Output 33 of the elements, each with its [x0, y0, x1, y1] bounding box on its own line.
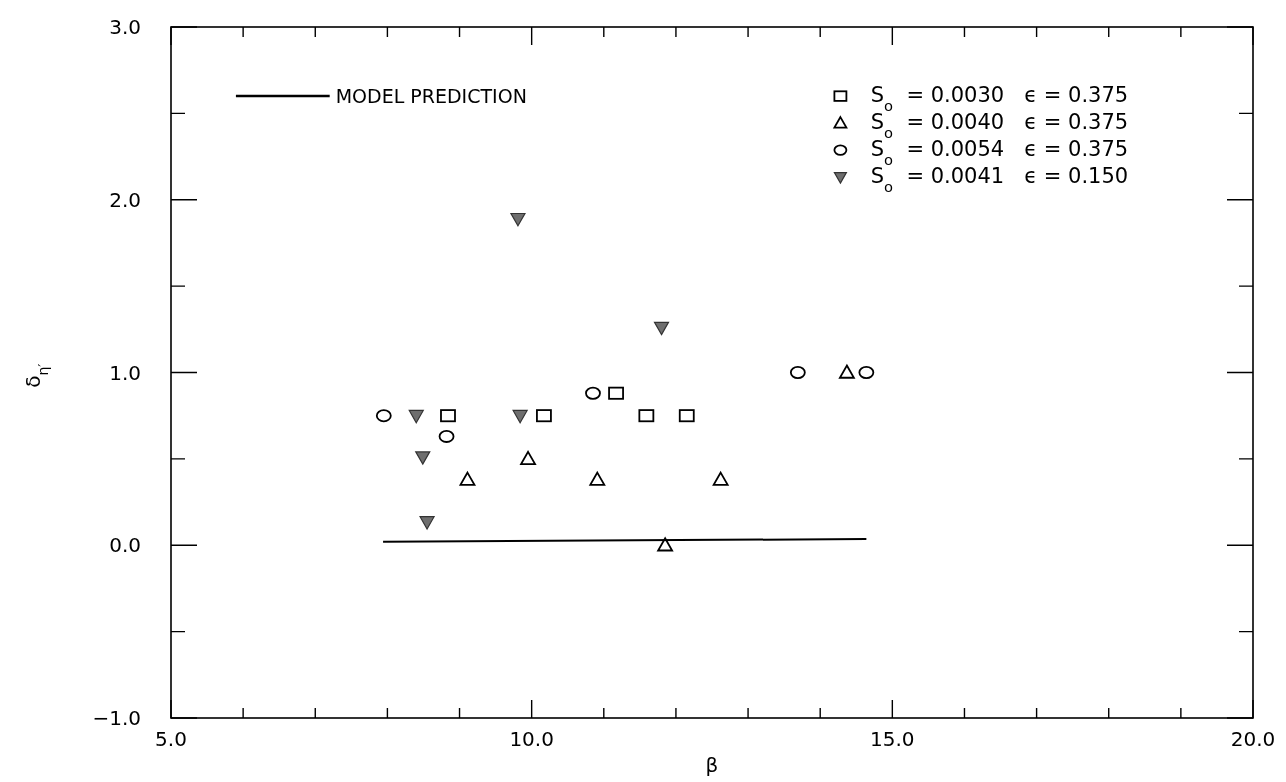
- point: [608, 386, 624, 400]
- y-tick-label: −1.0: [92, 706, 141, 730]
- x-tick-label: 15.0: [870, 727, 915, 751]
- point: [459, 471, 476, 486]
- point: [712, 471, 729, 486]
- point: [375, 409, 392, 423]
- point: [408, 409, 424, 424]
- point: [419, 516, 435, 530]
- point: [589, 471, 606, 486]
- point: [585, 386, 601, 400]
- point: [520, 450, 536, 466]
- x-tick-label: 20.0: [1230, 727, 1276, 751]
- point: [510, 212, 526, 227]
- point: [415, 451, 431, 465]
- point: [512, 409, 528, 424]
- point: [838, 364, 855, 379]
- point: [789, 366, 806, 379]
- point: [653, 321, 670, 336]
- point: [678, 409, 695, 423]
- x-tick-label: 5.0: [155, 727, 187, 751]
- legend-label: MODEL PREDICTION: [335, 84, 527, 107]
- y-tick-label: 3.0: [109, 15, 141, 39]
- point: [440, 409, 456, 423]
- x-axis-title: β: [705, 753, 719, 777]
- point: [536, 409, 552, 423]
- point: [858, 366, 875, 379]
- point: [438, 429, 455, 443]
- point: [657, 537, 674, 552]
- point: [638, 409, 655, 423]
- x-tick-label: 10.0: [509, 727, 554, 751]
- y-tick-label: 1.0: [109, 360, 141, 385]
- y-tick-label: 2.0: [109, 187, 141, 212]
- y-tick-label: 0.0: [109, 533, 141, 558]
